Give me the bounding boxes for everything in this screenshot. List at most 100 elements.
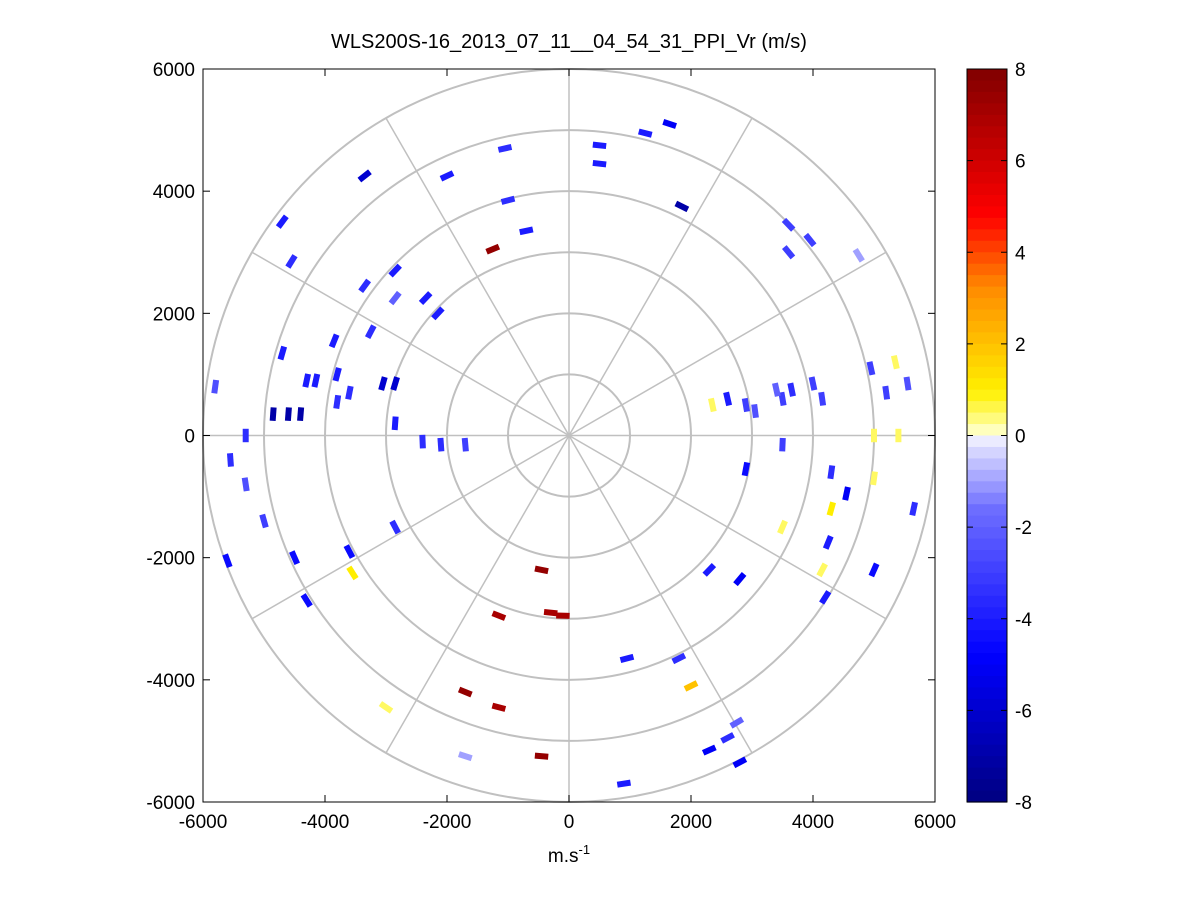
data-point: [491, 702, 507, 712]
colorbar-segment: [967, 435, 1007, 448]
colorbar-segment: [967, 286, 1007, 299]
colorbar-segment: [967, 194, 1007, 208]
colorbar-segment: [967, 114, 1007, 127]
chart-title: WLS200S-16_2013_07_11__04_54_31_PPI_Vr (…: [331, 31, 807, 53]
data-point: [779, 437, 786, 452]
data-point: [827, 465, 836, 480]
colorbar-tick-label: 4: [1015, 243, 1026, 264]
data-point: [534, 565, 549, 575]
data-point: [777, 519, 788, 535]
colorbar-segment: [967, 343, 1007, 356]
data-point: [391, 416, 399, 431]
data-point: [702, 562, 717, 577]
colorbar-segment: [967, 561, 1007, 574]
data-point: [437, 437, 445, 452]
colorbar-segment: [967, 263, 1007, 276]
data-point: [818, 391, 827, 406]
colorbar-segment: [967, 767, 1007, 780]
x-axis-label-exponent: -1: [579, 842, 591, 857]
colorbar-segment: [967, 687, 1007, 700]
data-point: [870, 471, 878, 486]
data-point: [302, 373, 312, 388]
colorbar-segment: [967, 309, 1007, 322]
data-point: [343, 544, 356, 559]
data-point: [662, 119, 677, 129]
colorbar-segment: [967, 240, 1007, 253]
colorbar-segment: [967, 160, 1007, 173]
data-point: [741, 461, 751, 477]
data-point: [378, 701, 394, 714]
data-point: [431, 306, 445, 321]
colorbar-segment: [967, 446, 1007, 460]
data-point: [389, 519, 401, 535]
data-point: [364, 324, 377, 340]
x-tick-label: 2000: [670, 812, 712, 833]
azimuth-spoke: [385, 117, 570, 436]
x-tick-label: 0: [564, 812, 575, 833]
data-point: [890, 354, 900, 370]
azimuth-spoke: [568, 251, 887, 437]
data-point: [418, 291, 433, 305]
colorbar-tick-label: -8: [1015, 793, 1032, 814]
y-tick-label: 6000: [153, 60, 195, 81]
data-point: [808, 376, 818, 391]
colorbar-segment: [967, 641, 1007, 654]
data-point: [457, 751, 473, 762]
colorbar-segment: [967, 252, 1007, 265]
data-point: [592, 141, 607, 150]
data-point: [903, 376, 912, 391]
colorbar-segment: [967, 355, 1007, 368]
colorbar-segment: [967, 733, 1007, 746]
colorbar-segment: [967, 172, 1007, 185]
y-tick-label: 0: [184, 427, 195, 448]
colorbar-segment: [967, 80, 1007, 93]
data-point: [259, 513, 269, 529]
data-point: [297, 407, 305, 422]
colorbar-segment: [967, 458, 1007, 471]
x-tick-label: -4000: [301, 812, 350, 833]
data-point: [826, 501, 836, 517]
colorbar-ticks: 8 6 4 2 0 -2 -4 -6 -8: [967, 60, 1032, 814]
colorbar-segment: [967, 504, 1007, 517]
data-point: [345, 385, 354, 400]
colorbar-segment: [967, 469, 1007, 482]
colorbar-segment: [967, 320, 1007, 334]
data-point: [638, 128, 653, 138]
colorbar-segment: [967, 126, 1007, 139]
x-tick-label: 6000: [914, 812, 956, 833]
colorbar-segment: [967, 389, 1007, 402]
x-axis-label-text: m.s: [548, 846, 579, 867]
colorbar-segment: [967, 298, 1007, 311]
colorbar-tick-label: 8: [1015, 60, 1026, 81]
azimuth-spoke: [568, 117, 753, 436]
data-point: [439, 170, 455, 182]
colorbar-segment: [967, 607, 1007, 620]
data-point: [708, 397, 717, 413]
data-point: [751, 404, 759, 419]
x-axis: -6000 -4000 -2000 0 2000 4000 6000: [179, 69, 956, 833]
colorbar-tick-label: -4: [1015, 610, 1032, 631]
data-point: [388, 263, 402, 278]
data-point: [619, 653, 635, 664]
data-point: [781, 245, 796, 260]
data-marks: [211, 119, 918, 788]
data-point: [500, 195, 516, 205]
data-point: [671, 652, 687, 665]
data-point: [723, 391, 733, 407]
data-point: [491, 610, 507, 621]
data-point: [222, 553, 233, 569]
colorbar-tick-label: -2: [1015, 518, 1032, 539]
data-point: [285, 254, 298, 269]
data-point: [616, 779, 631, 788]
colorbar-segment: [967, 790, 1007, 803]
colorbar-segment: [967, 275, 1007, 288]
data-point: [909, 501, 918, 516]
colorbar: [967, 69, 1007, 803]
data-point: [720, 732, 735, 744]
colorbar-segment: [967, 664, 1007, 677]
data-point: [485, 243, 501, 255]
data-point: [332, 367, 342, 382]
colorbar-segment: [967, 492, 1007, 505]
data-point: [819, 590, 832, 605]
